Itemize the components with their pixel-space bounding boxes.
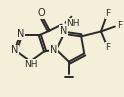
Text: F: F bbox=[105, 9, 110, 18]
Text: O: O bbox=[38, 8, 46, 18]
Text: F: F bbox=[117, 21, 122, 30]
Text: N: N bbox=[50, 45, 57, 55]
Text: NH: NH bbox=[66, 19, 80, 28]
Text: N: N bbox=[17, 29, 25, 39]
Text: N: N bbox=[60, 26, 68, 36]
Text: N: N bbox=[11, 45, 18, 55]
Text: F: F bbox=[105, 43, 110, 52]
Text: NH: NH bbox=[25, 60, 38, 69]
